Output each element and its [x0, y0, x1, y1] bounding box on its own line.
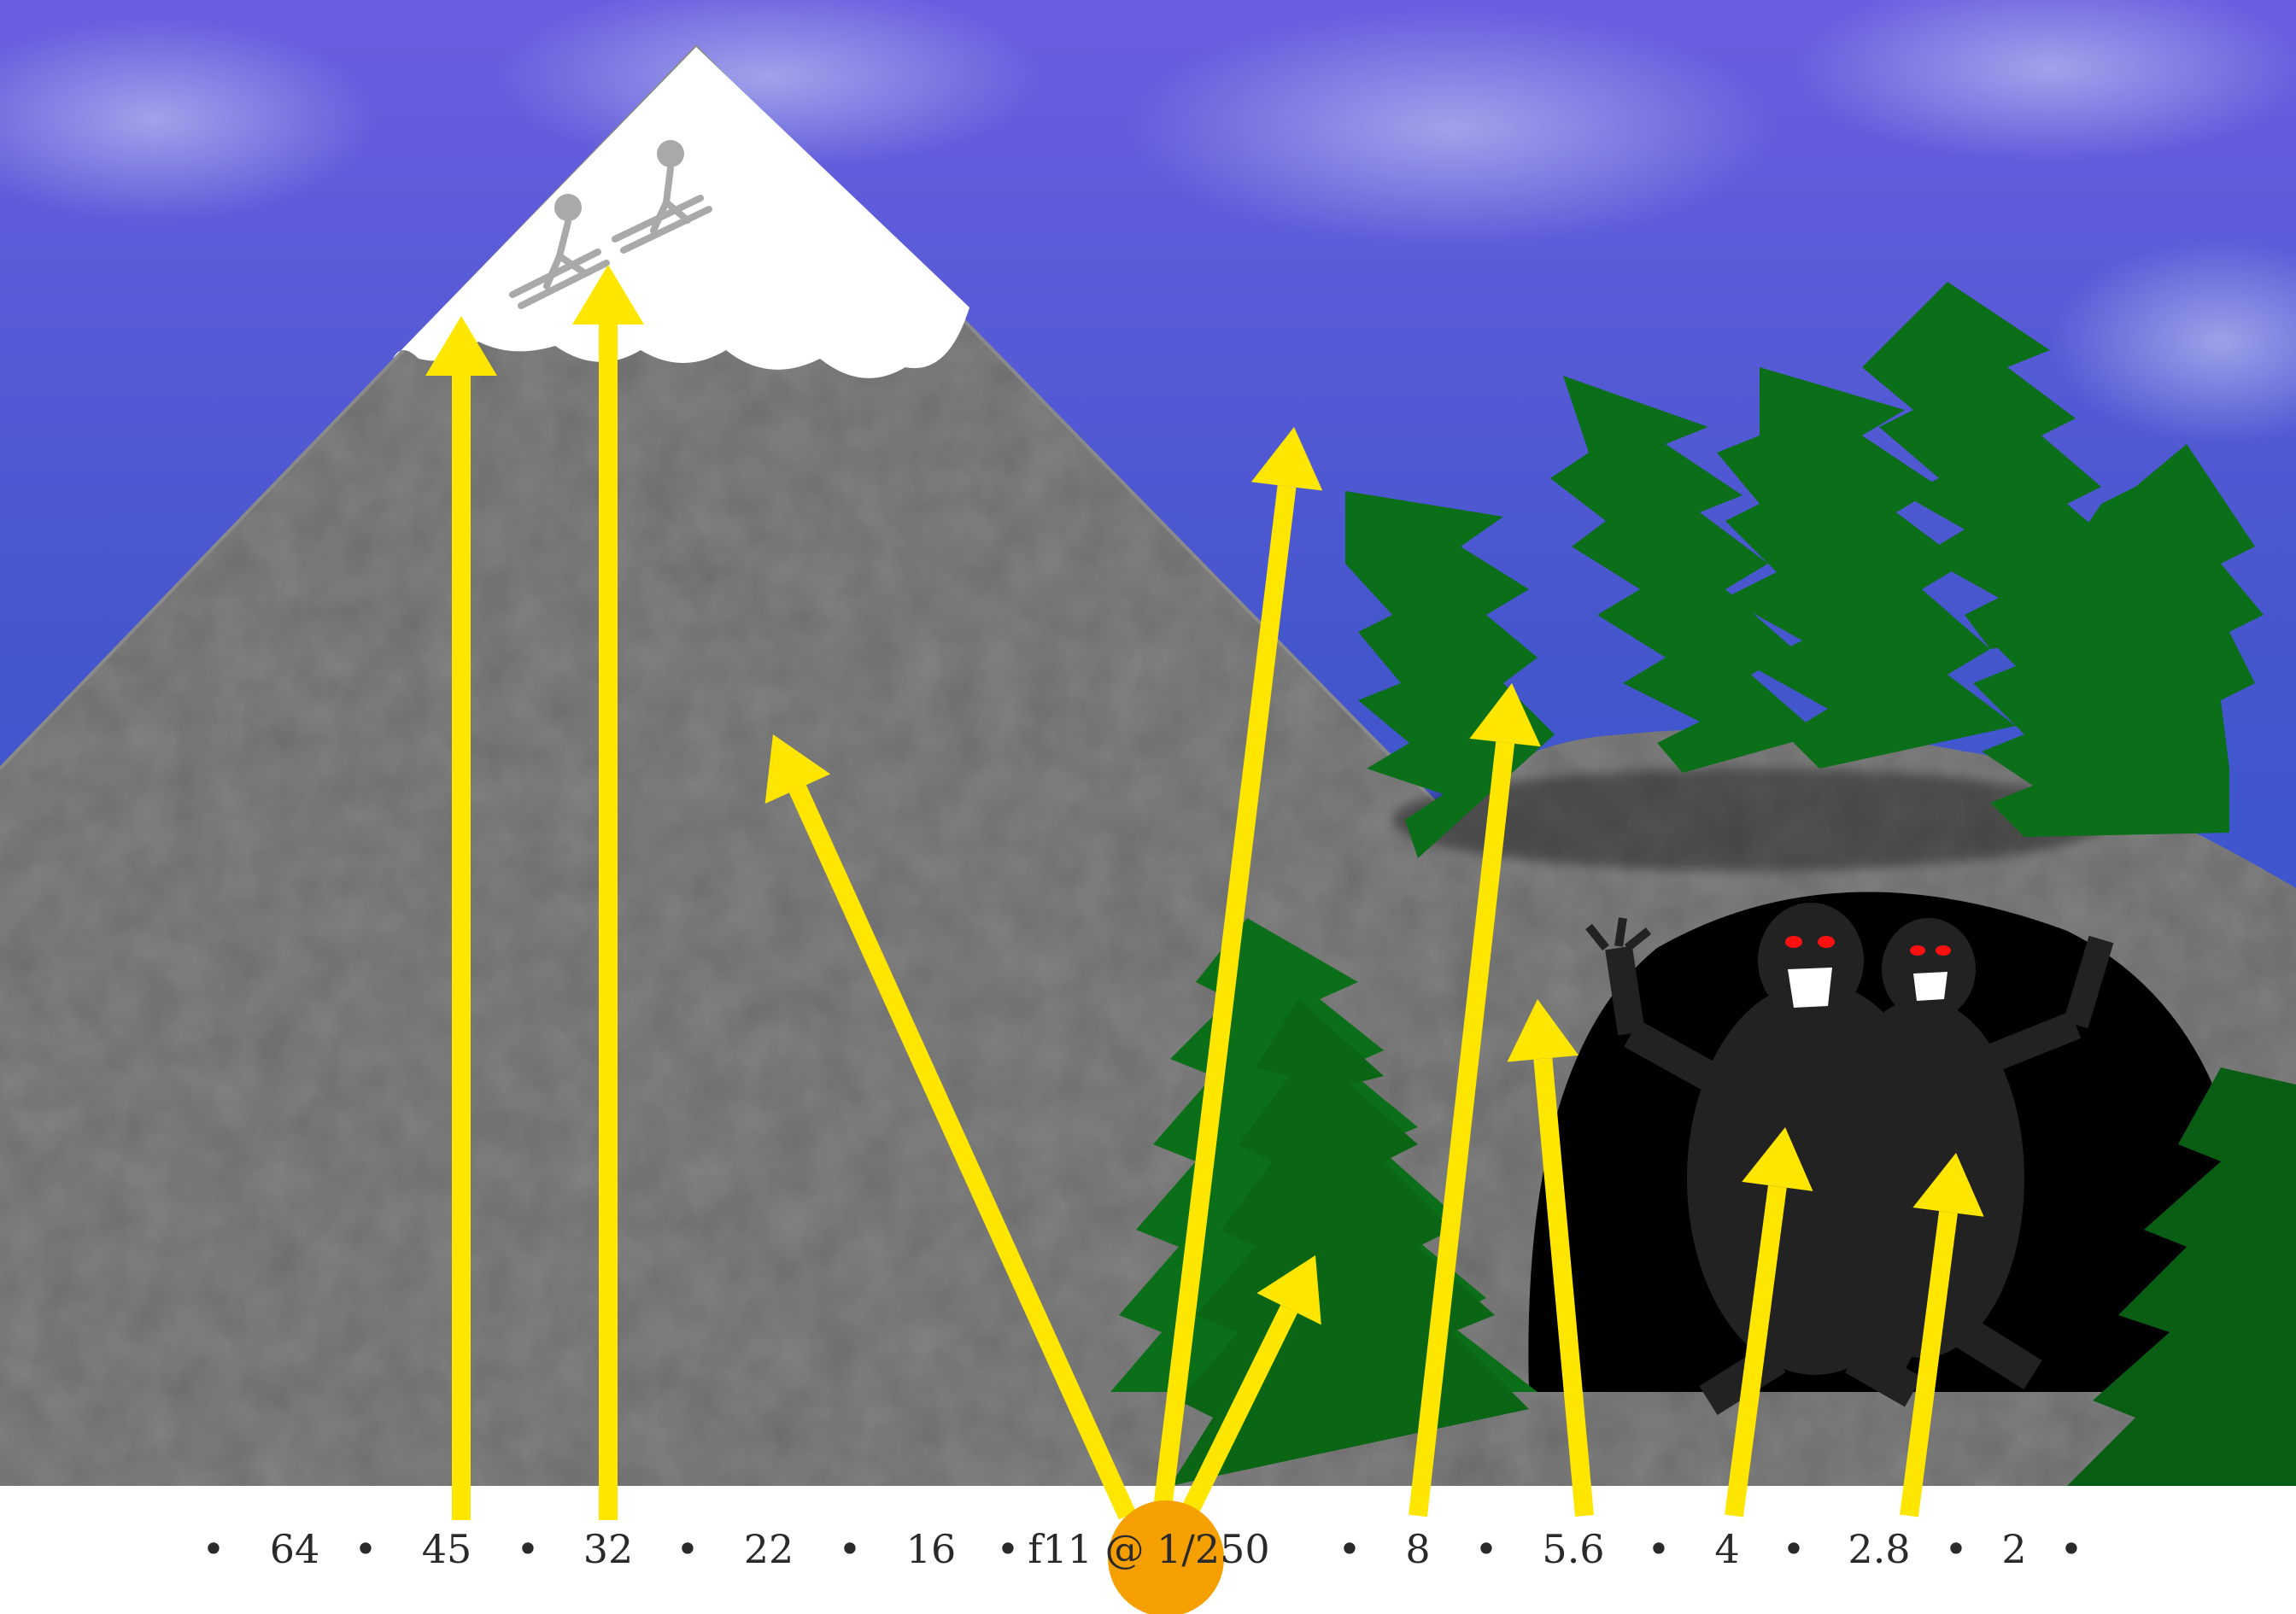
focus-arrows [425, 265, 1984, 1520]
scale-stop-label: 32 [583, 1526, 634, 1572]
arrow-shaft-near-trees [1179, 1304, 1297, 1520]
arrow-shaft-mountain-shadow [1152, 485, 1297, 1518]
scale-stop-label: 2.8 [1848, 1526, 1910, 1572]
scale-stop-label: 5.6 [1542, 1526, 1604, 1572]
arrow-shaft-far-trees [1409, 741, 1515, 1518]
skier-figures [509, 140, 712, 309]
scale-separator: • [838, 1526, 861, 1572]
scale-separator: • [516, 1526, 539, 1572]
arrow-head-mountain [764, 734, 831, 804]
scale-stop-label: f11 @ 1/250 [1028, 1526, 1269, 1572]
scale-stop-label: 64 [270, 1526, 320, 1572]
scale-separator: • [354, 1526, 377, 1572]
arrow-head-cave [1507, 999, 1579, 1062]
scale-stop-label: 4 [1714, 1526, 1739, 1572]
mountain [0, 44, 1488, 1486]
arrow-head-skier [425, 316, 497, 376]
scale-separator: • [1338, 1526, 1361, 1572]
arrow-head-far-trees [1469, 683, 1541, 747]
scale-separator: • [1647, 1526, 1670, 1572]
scale-stop-label: 2 [2001, 1526, 2026, 1572]
scale-separator: • [996, 1526, 1019, 1572]
arrow-head-near-trees [1256, 1255, 1321, 1325]
scale-separator: • [1782, 1526, 1805, 1572]
scale-stop-label: 8 [1405, 1526, 1430, 1572]
arrow-head-skier [572, 265, 644, 325]
far-trees [1345, 282, 2264, 871]
arrow-shaft-monster [1725, 1184, 1787, 1518]
scale-separator: • [1474, 1526, 1497, 1572]
arrow-shaft-cave [1533, 1057, 1594, 1517]
meter-dot [1108, 1500, 1224, 1614]
arrow-head-monster [1912, 1153, 1984, 1217]
cave-monsters [1585, 903, 2114, 1415]
monster-front [1585, 903, 1943, 1415]
arrow-head-mountain-shadow [1250, 427, 1323, 491]
arrow-head-monster [1742, 1127, 1813, 1191]
scale-separator: • [202, 1526, 225, 1572]
scale-stop-label: 22 [744, 1526, 794, 1572]
edge-tree [2067, 1067, 2296, 1486]
scale-separator: • [2059, 1526, 2082, 1572]
arrow-shaft-monster [1900, 1211, 1958, 1518]
aperture-scale: • • • • • • • • • • • • 64 45 32 22 16 f11 @ 1/250 8 5.6 4 2.… [202, 1526, 2082, 1572]
skier-right [612, 140, 712, 254]
skier-left [509, 194, 610, 309]
arrow-shaft-mountain [788, 785, 1137, 1520]
scale-separator: • [676, 1526, 699, 1572]
scale-stop-label: 16 [906, 1526, 957, 1572]
scale-separator: • [1944, 1526, 1967, 1572]
scale-stop-label: 45 [422, 1526, 472, 1572]
